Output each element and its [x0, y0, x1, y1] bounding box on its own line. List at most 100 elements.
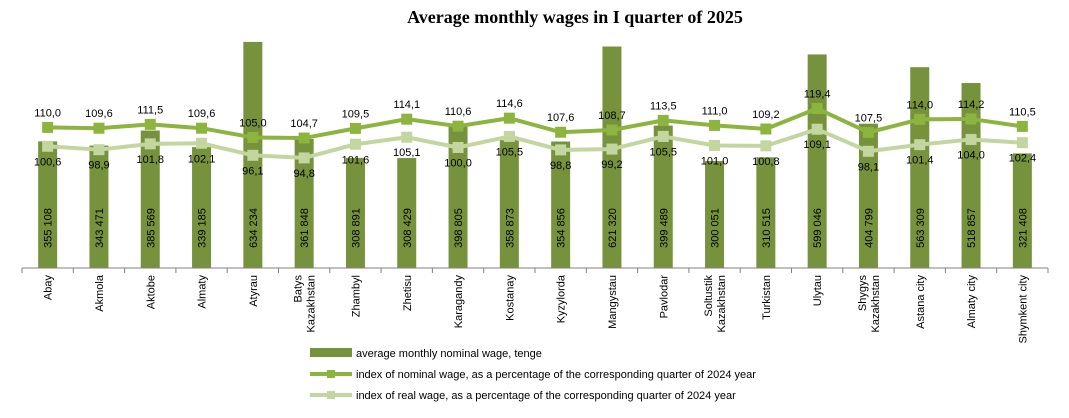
bar — [345, 157, 365, 268]
bar — [499, 140, 519, 268]
legend-label-bar: average monthly nominal wage, tenge — [356, 348, 542, 360]
bar-value-label: 404 799 — [863, 208, 875, 248]
category-text: Akmola — [94, 274, 106, 312]
bar-value-label: 634 234 — [248, 208, 260, 248]
nominal-index-label: 109,6 — [188, 108, 216, 120]
category-text: Abay — [43, 275, 55, 301]
bar — [602, 46, 622, 268]
real-index-marker — [657, 130, 669, 142]
nominal-index-marker — [93, 122, 105, 134]
real-index-marker — [247, 149, 259, 161]
nominal-index-marker — [503, 112, 515, 124]
bar-value-label: 339 185 — [197, 208, 209, 248]
nominal-index-marker — [760, 123, 772, 135]
legend-marker-real — [327, 391, 335, 399]
nominal-index-marker — [709, 119, 721, 131]
category-label: Ulytau — [812, 275, 824, 306]
category-text: Kazakhstan — [870, 275, 882, 332]
bar-value-label: 599 046 — [812, 208, 824, 248]
nominal-index-label: 114,1 — [393, 99, 420, 111]
real-index-marker — [144, 138, 156, 150]
bar-value-label: 621 320 — [607, 208, 619, 248]
legend: average monthly nominal wage, tenge index… — [310, 348, 756, 402]
bar-value-label: 310 515 — [761, 208, 773, 248]
bar — [397, 158, 417, 268]
real-index-label: 98,8 — [550, 160, 571, 172]
category-label: Turkistan — [761, 275, 773, 320]
nominal-index-label: 110,0 — [34, 107, 61, 119]
bar-value-label: 343 471 — [94, 208, 106, 248]
real-index-marker — [452, 141, 464, 153]
nominal-index-marker — [657, 114, 669, 126]
category-text: Zhambyl — [350, 275, 362, 317]
bar — [89, 145, 109, 268]
lines-layer — [42, 103, 1028, 164]
category-label: Kyzylorda — [556, 274, 568, 323]
category-text: Karagandy — [453, 275, 465, 329]
real-index-label: 98,9 — [88, 160, 109, 172]
nominal-index-label: 109,5 — [342, 108, 370, 120]
bar-value-label: 354 856 — [556, 208, 568, 248]
real-index-label: 100,0 — [444, 157, 472, 169]
nominal-index-marker — [349, 122, 361, 134]
legend-label-nominal: index of nominal wage, as a percentage o… — [356, 369, 756, 381]
nominal-index-marker — [1016, 120, 1028, 132]
real-index-label: 99,2 — [601, 159, 622, 171]
real-index-marker — [401, 131, 413, 143]
category-label: Atyrau — [248, 275, 260, 307]
legend-swatch-bar — [310, 348, 352, 357]
bar-value-label: 361 848 — [299, 208, 311, 248]
nominal-index-label: 110,5 — [1009, 106, 1036, 118]
category-label: Almaty — [197, 275, 209, 309]
real-index-marker — [811, 123, 823, 135]
category-text: Batys — [293, 275, 305, 303]
ticks-layer — [21, 268, 1049, 273]
nominal-index-marker — [965, 113, 977, 125]
bar — [653, 125, 673, 268]
category-text: Ulytau — [812, 275, 824, 306]
nominal-index-label: 109,6 — [85, 108, 113, 120]
nominal-index-label: 108,7 — [598, 110, 626, 122]
real-index-marker — [862, 145, 874, 157]
bar-value-label: 563 309 — [915, 208, 927, 248]
nominal-index-marker — [298, 132, 310, 144]
bar — [140, 130, 160, 268]
bar-value-label: 308 429 — [402, 208, 414, 248]
real-index-marker — [349, 138, 361, 150]
real-index-label: 96,1 — [242, 165, 263, 177]
nominal-index-marker — [555, 126, 567, 138]
category-text: Kostanay — [504, 275, 516, 321]
category-text: Atyrau — [248, 275, 260, 307]
real-index-label: 109,1 — [803, 139, 831, 151]
category-text: Astana city — [915, 275, 927, 329]
category-label: Kostanay — [504, 275, 516, 321]
category-text: Kyzylorda — [556, 274, 568, 323]
nominal-index-marker — [811, 103, 823, 115]
nominal-index-marker — [247, 131, 259, 143]
category-text: Aktobe — [145, 275, 157, 309]
category-label: Soltustik Kazakhstan — [703, 275, 728, 333]
bar — [1012, 153, 1032, 268]
nominal-index-marker — [914, 113, 926, 125]
bar — [858, 123, 878, 268]
bar-value-label: 385 569 — [145, 208, 157, 248]
nominal-index-label: 107,6 — [547, 112, 575, 124]
real-index-label: 98,1 — [858, 161, 879, 173]
bar — [38, 141, 58, 268]
nominal-index-marker — [401, 113, 413, 125]
nominal-index-label: 111,0 — [702, 105, 728, 117]
real-index-label: 94,8 — [293, 168, 314, 180]
nominal-index-label: 114,0 — [906, 99, 933, 111]
bar-value-label: 518 857 — [966, 208, 978, 248]
real-index-marker — [965, 133, 977, 145]
bar-value-label: 308 891 — [350, 208, 362, 248]
category-labels: Abay Akmola Aktobe Almaty Atyrau Batys Kazakhs… — [43, 274, 1030, 343]
category-text: Kazakhstan — [306, 275, 318, 332]
category-label: Almaty city — [966, 275, 978, 329]
labels-layer: 355 108 343 471 385 569 339 185 634 234 361 8… — [34, 89, 1036, 248]
bar-value-label: 355 108 — [43, 208, 55, 248]
category-label: Zhambyl — [350, 275, 362, 317]
category-label: Shymkent city — [1017, 275, 1029, 344]
category-text: Zhetisu — [402, 275, 414, 311]
nominal-index-marker — [42, 121, 54, 133]
